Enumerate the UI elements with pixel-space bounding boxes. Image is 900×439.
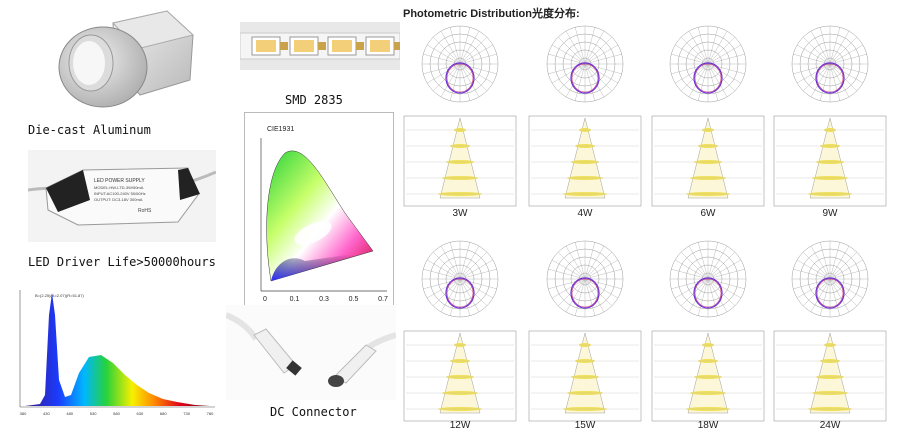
polar-curve bbox=[815, 62, 845, 94]
driver-label-line3: INPUT:AC100-240V 50/60Hz bbox=[94, 191, 146, 196]
photometric-panel-label: 3W bbox=[452, 208, 468, 219]
cie-x-ticks: 0 0.1 0.3 0.5 0.7 bbox=[263, 296, 388, 303]
spectrum-tick-label: 580 bbox=[113, 411, 120, 416]
downlight-fixtures-image bbox=[58, 10, 195, 108]
spectrum-tick-label: 480 bbox=[66, 411, 73, 416]
smd-photo bbox=[239, 17, 402, 75]
cie-svg: CIE1931 0 0.1 0.3 0.5 0.7 bbox=[260, 126, 388, 303]
photometric-panel-svg bbox=[403, 240, 517, 422]
photometric-panel bbox=[646, 237, 770, 423]
polar-curve bbox=[693, 277, 723, 309]
photometric-panel-label: 4W bbox=[577, 208, 593, 219]
smd-caption: SMD 2835 bbox=[285, 93, 343, 107]
spectrum-tick-label: 730 bbox=[183, 411, 190, 416]
dc-connector-image bbox=[224, 305, 397, 400]
connector-caption: DC Connector bbox=[270, 405, 357, 419]
photometric-panel-label: 12W bbox=[449, 420, 471, 431]
photometric-panel-svg bbox=[528, 25, 642, 207]
photometric-panel-svg bbox=[651, 25, 765, 207]
photometric-panel bbox=[523, 237, 647, 423]
photometric-panel bbox=[768, 237, 892, 423]
photometric-panel-svg bbox=[773, 240, 887, 422]
spectrum-x-ticks: 380 430 480 530 580 630 680 730 780 bbox=[20, 411, 214, 416]
smd-strip-image bbox=[239, 22, 402, 70]
photometric-panel-label: 18W bbox=[697, 420, 719, 431]
spectrum-header: B=(2.25)(A=2.07)(R=51.87) bbox=[35, 293, 84, 298]
photometric-panel-label: 15W bbox=[574, 420, 596, 431]
polar-curve bbox=[570, 62, 600, 94]
polar-curve bbox=[570, 277, 600, 309]
photometric-panel-label: 24W bbox=[819, 420, 841, 431]
cie-tick-label: 0.3 bbox=[319, 296, 329, 303]
photometric-panel bbox=[646, 22, 770, 208]
driver-label-brand: RoHS bbox=[138, 208, 152, 214]
aluminum-photo bbox=[45, 5, 205, 120]
spectrum-tick-label: 630 bbox=[137, 411, 144, 416]
driver-label-line4: OUTPUT: DC3-18V 300mA bbox=[94, 197, 143, 202]
spectrum-chart: B=(2.25)(A=2.07)(R=51.87) 380 430 480 530 58… bbox=[5, 285, 220, 435]
polar-curve bbox=[693, 62, 723, 94]
photometric-panel-label: 6W bbox=[700, 208, 716, 219]
connector-photo bbox=[224, 305, 397, 400]
led-driver-image: LED POWER SUPPLY MODEL:HW-LTD-3W/50mA IN… bbox=[27, 150, 217, 242]
polar-curve bbox=[445, 62, 475, 94]
spectrum-tick-label: 380 bbox=[20, 411, 27, 416]
cie-tick-label: 0 bbox=[263, 296, 267, 303]
photometric-title: Photometric Distribution光度分布: bbox=[403, 8, 580, 20]
spectrum-tick-label: 530 bbox=[90, 411, 97, 416]
spectrum-svg: B=(2.25)(A=2.07)(R=51.87) 380 430 480 530 58… bbox=[20, 290, 215, 416]
cie-title: CIE1931 bbox=[267, 126, 294, 133]
polar-curve bbox=[445, 277, 475, 309]
photometric-panel-svg bbox=[403, 25, 517, 207]
polar-curve bbox=[815, 277, 845, 309]
photometric-panel-svg bbox=[773, 25, 887, 207]
cie-tick-label: 0.1 bbox=[290, 296, 300, 303]
spectrum-tick-label: 680 bbox=[160, 411, 167, 416]
photometric-panel-label: 9W bbox=[822, 208, 838, 219]
photometric-panel-svg bbox=[528, 240, 642, 422]
cie-diagram: CIE1931 0 0.1 0.3 0.5 0.7 bbox=[244, 112, 394, 309]
photometric-panel-svg bbox=[651, 240, 765, 422]
cie-tick-label: 0.7 bbox=[378, 296, 388, 303]
spectrum-tick-label: 430 bbox=[43, 411, 50, 416]
driver-label-line2: MODEL:HW-LTD-3W/50mA bbox=[94, 185, 144, 190]
photometric-panel bbox=[398, 22, 522, 208]
photometric-panel bbox=[398, 237, 522, 423]
photometric-panel bbox=[768, 22, 892, 208]
photometric-panel bbox=[523, 22, 647, 208]
cie-tick-label: 0.5 bbox=[349, 296, 359, 303]
aluminum-caption: Die-cast Aluminum bbox=[28, 123, 151, 137]
driver-label-line1: LED POWER SUPPLY bbox=[94, 178, 145, 184]
driver-photo: LED POWER SUPPLY MODEL:HW-LTD-3W/50mA IN… bbox=[27, 150, 217, 242]
spectrum-tick-label: 780 bbox=[207, 411, 214, 416]
driver-caption: LED Driver Life>50000hours bbox=[28, 255, 216, 269]
